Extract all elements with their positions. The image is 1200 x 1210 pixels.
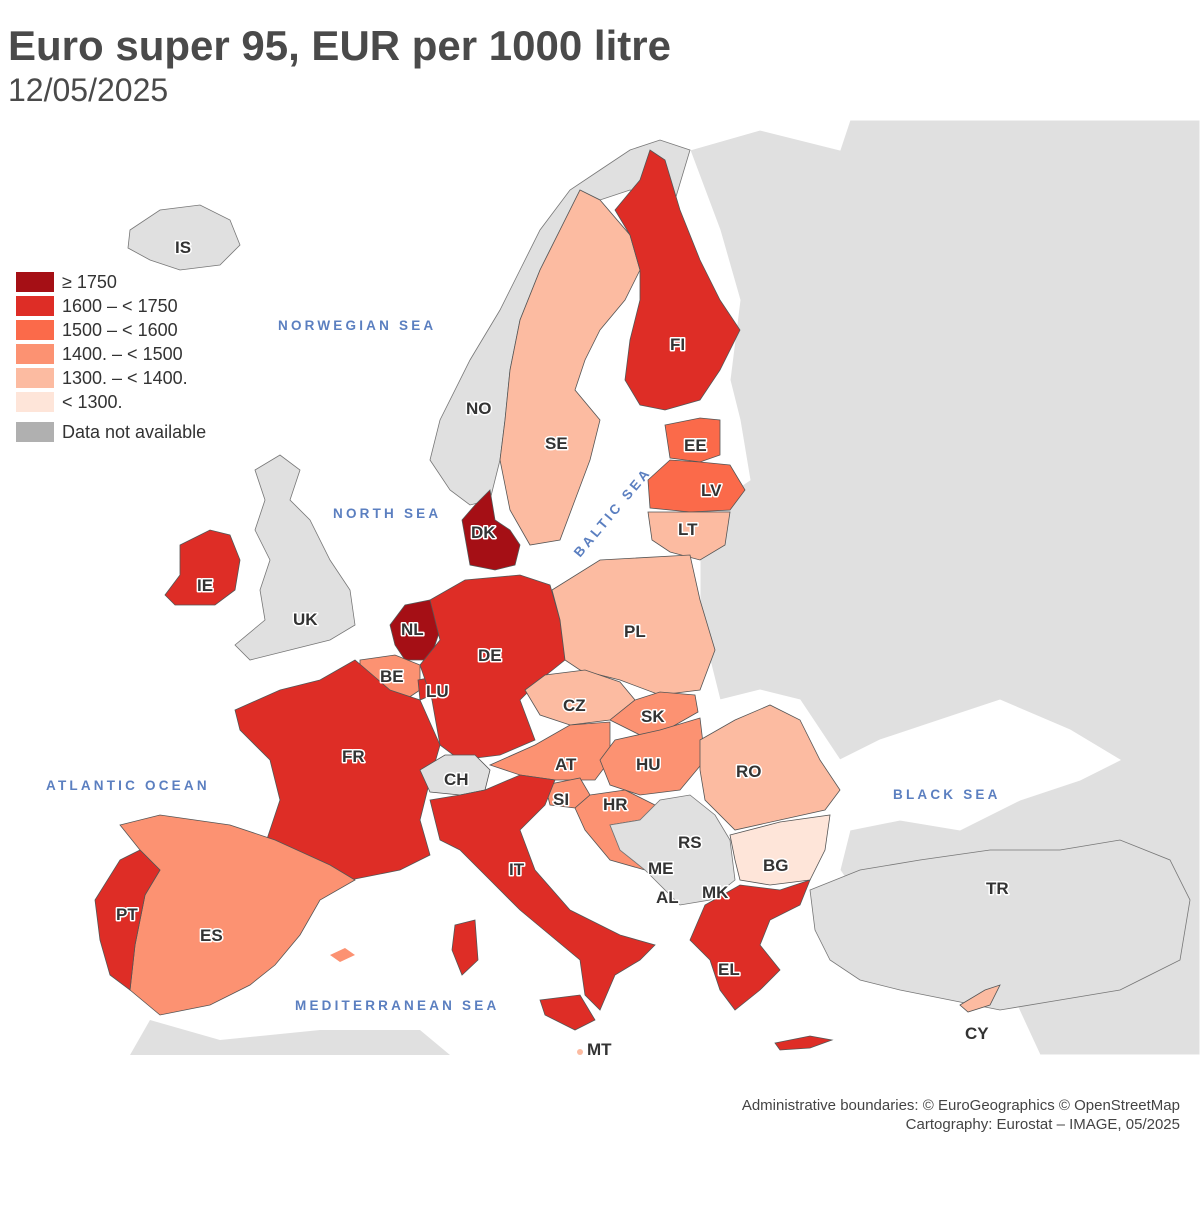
country-label-me: ME [648, 859, 674, 878]
region-north-africa [130, 1020, 450, 1055]
country-label-rs: RS [678, 833, 702, 852]
map-title: Euro super 95, EUR per 1000 litre [8, 22, 671, 69]
country-label-pl: PL [624, 622, 646, 641]
legend-label: 1400. – < 1500 [62, 343, 183, 364]
region-cy [959, 984, 1001, 1013]
legend-label-na: Data not available [62, 421, 207, 442]
region-nl [389, 599, 441, 661]
map-legend: ≥ 1750 1600 – < 1750 1500 – < 1600 1400.… [16, 270, 206, 444]
legend-swatch [16, 296, 54, 316]
country-label-mt: MT [587, 1040, 612, 1059]
country-label-be: BE [380, 667, 404, 686]
sea-label-black: BLACK SEA [893, 787, 1001, 802]
region-uk [234, 454, 356, 661]
legend-swatch [16, 320, 54, 340]
legend-item: 1600 – < 1750 [16, 294, 206, 318]
country-label-no: NO [466, 399, 492, 418]
region-it [429, 774, 656, 1011]
country-label-is: IS [175, 238, 191, 257]
region-se [499, 189, 641, 546]
map-credits: Administrative boundaries: © EuroGeograp… [742, 1096, 1180, 1134]
region-balearic [330, 948, 355, 962]
country-label-lu: LU [426, 682, 449, 701]
country-label-al: AL [656, 888, 679, 907]
region-ie [164, 529, 241, 606]
region-lv [647, 459, 746, 513]
region-lt [647, 511, 731, 561]
region-de [419, 574, 566, 761]
region-sardinia [451, 919, 479, 976]
country-label-cy: CY [965, 1024, 989, 1043]
country-label-se: SE [545, 434, 568, 453]
legend-label: ≥ 1750 [62, 271, 117, 292]
region-balkans [609, 794, 736, 906]
legend-item: ≥ 1750 [16, 270, 206, 294]
country-label-uk: UK [293, 610, 318, 629]
region-pt [94, 849, 161, 991]
country-label-hu: HU [636, 755, 661, 774]
country-label-ro: RO [736, 762, 762, 781]
country-label-lv: LV [701, 481, 722, 500]
country-label-ie: IE [197, 576, 213, 595]
region-ro [699, 704, 841, 831]
country-label-lt: LT [678, 520, 698, 539]
region-tr [809, 839, 1191, 1011]
legend-item-na: Data not available [16, 420, 206, 444]
country-label-mk: MK [702, 883, 729, 902]
country-label-it: IT [509, 860, 525, 879]
country-label-pt: PT [116, 905, 138, 924]
country-label-sk: SK [641, 707, 665, 726]
legend-label: 1600 – < 1750 [62, 295, 178, 316]
country-label-el: EL [718, 960, 740, 979]
country-label-fr: FR [342, 747, 365, 766]
legend-item: 1500 – < 1600 [16, 318, 206, 342]
legend-swatch [16, 344, 54, 364]
country-label-fi: FI [670, 335, 685, 354]
country-label-es: ES [200, 926, 223, 945]
country-label-ee: EE [684, 436, 707, 455]
country-label-dk: DK [471, 523, 496, 542]
legend-item: < 1300. [16, 390, 206, 414]
legend-label: 1300. – < 1400. [62, 367, 188, 388]
legend-item: 1300. – < 1400. [16, 366, 206, 390]
sea-label-north: NORTH SEA [333, 506, 441, 521]
legend-item: 1400. – < 1500 [16, 342, 206, 366]
legend-swatch [16, 272, 54, 292]
country-label-si: SI [553, 790, 569, 809]
country-label-at: AT [555, 755, 577, 774]
region-crete [774, 1035, 834, 1051]
map-subtitle: 12/05/2025 [8, 72, 169, 108]
country-label-de: DE [478, 646, 502, 665]
region-fi [614, 149, 741, 411]
sea-label-mediterranean: MEDITERRANEAN SEA [295, 998, 499, 1013]
region-pl [551, 554, 716, 696]
sea-label-atlantic: ATLANTIC OCEAN [46, 778, 210, 793]
credits-boundaries: Administrative boundaries: © EuroGeograp… [741, 1097, 1180, 1114]
region-is [127, 204, 241, 271]
region-ee [664, 417, 721, 463]
region-dk [461, 489, 521, 571]
legend-swatch [16, 368, 54, 388]
country-label-ch: CH [444, 770, 469, 789]
credits-cartography: Cartography: Eurostat – IMAGE, 05/2025 [905, 1116, 1180, 1133]
country-label-bg: BG [763, 856, 789, 875]
country-label-nl: NL [401, 620, 424, 639]
country-label-cz: CZ [563, 696, 586, 715]
region-el [689, 879, 811, 1011]
country-label-tr: TR [986, 879, 1009, 898]
sea-label-norwegian: NORWEGIAN SEA [278, 318, 436, 333]
region-ch [419, 754, 491, 796]
legend-swatch-na [16, 422, 54, 442]
country-label-hr: HR [603, 795, 628, 814]
legend-label: 1500 – < 1600 [62, 319, 178, 340]
legend-swatch [16, 392, 54, 412]
legend-label: < 1300. [62, 391, 123, 412]
region-fr [234, 659, 441, 881]
region-sicily [539, 994, 596, 1031]
region-mt [577, 1049, 583, 1055]
